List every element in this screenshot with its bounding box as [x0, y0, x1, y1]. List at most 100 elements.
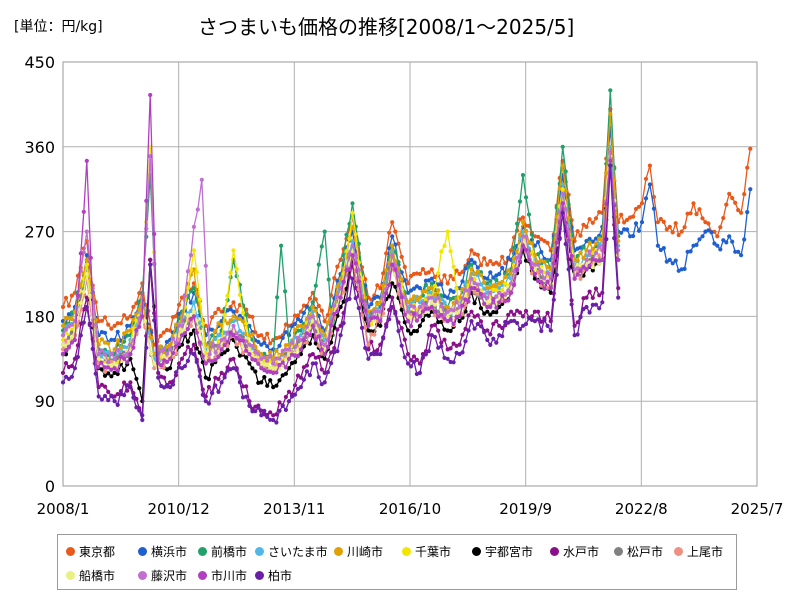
data-point [366, 356, 371, 361]
data-point [551, 297, 556, 302]
data-point [432, 298, 438, 304]
data-point [442, 312, 447, 317]
data-point [194, 359, 199, 365]
data-point [460, 350, 465, 355]
data-point [414, 329, 419, 334]
data-point [697, 237, 702, 242]
data-point [581, 222, 586, 227]
data-point [442, 273, 447, 278]
data-point [280, 348, 285, 353]
data-point [283, 289, 288, 294]
data-point [469, 286, 474, 291]
data-point [244, 312, 249, 317]
data-point [63, 361, 69, 366]
data-point [69, 334, 74, 339]
data-point [448, 328, 453, 334]
data-point [197, 297, 202, 302]
data-point [526, 212, 532, 217]
data-point [442, 337, 447, 342]
data-point [405, 319, 411, 324]
data-point [584, 267, 589, 272]
data-point [213, 375, 218, 380]
data-point [90, 346, 95, 351]
data-point [168, 328, 173, 333]
data-point [271, 366, 276, 371]
data-point [721, 238, 726, 243]
data-point [432, 309, 438, 314]
data-point [173, 314, 179, 319]
data-point [81, 209, 86, 214]
data-point [164, 344, 169, 349]
data-point [148, 154, 153, 159]
data-point [494, 294, 499, 299]
legend-marker [614, 547, 623, 556]
data-point [439, 344, 444, 349]
data-point [724, 202, 729, 207]
data-point [118, 354, 123, 359]
data-point [244, 384, 249, 389]
data-point [128, 352, 133, 357]
data-point [709, 230, 714, 235]
data-point [231, 314, 236, 319]
data-point [289, 324, 295, 329]
data-point [228, 307, 233, 312]
data-point [329, 361, 334, 366]
data-point [500, 288, 505, 293]
data-point [575, 332, 580, 337]
data-point [463, 297, 468, 302]
data-point [539, 269, 544, 274]
data-point [466, 288, 471, 293]
data-point [109, 367, 114, 372]
legend-label: さいたま市 [268, 545, 328, 559]
data-point [350, 238, 355, 244]
data-point [575, 272, 580, 277]
legend-marker [472, 547, 481, 556]
legend-marker [334, 547, 343, 556]
data-point [112, 337, 117, 343]
data-point [411, 354, 417, 359]
data-point [724, 240, 729, 245]
data-point [494, 305, 499, 310]
legend-item: 柏市 [255, 567, 292, 584]
data-point [442, 316, 447, 321]
data-point [194, 318, 199, 323]
data-point [408, 324, 414, 329]
data-point [152, 318, 157, 323]
data-point [417, 295, 422, 300]
data-point [338, 276, 343, 281]
data-point [727, 234, 732, 239]
data-point [375, 351, 380, 357]
chart-title: さつまいも価格の推移[2008/1～2025/5] [198, 15, 575, 39]
data-point [369, 351, 374, 357]
data-point [112, 366, 117, 371]
data-point [402, 264, 407, 270]
data-point [542, 238, 547, 244]
y-tick-label: 360 [24, 138, 55, 157]
data-point [608, 88, 613, 93]
data-point [590, 220, 595, 225]
data-point [718, 247, 723, 252]
data-point [488, 259, 493, 264]
legend-item: 東京都 [66, 543, 115, 560]
data-point [584, 257, 589, 262]
data-point [313, 297, 318, 302]
data-point [106, 359, 111, 365]
data-point [72, 366, 77, 371]
data-point [509, 248, 514, 253]
data-point [152, 366, 157, 371]
data-point [432, 274, 438, 280]
data-point [387, 282, 392, 288]
data-point [551, 261, 556, 266]
data-point [197, 350, 202, 355]
data-point [563, 206, 568, 211]
data-point [405, 281, 411, 286]
legend-item: 川崎市 [334, 543, 383, 560]
data-point [191, 309, 196, 314]
legend-marker [138, 547, 147, 556]
data-point [168, 385, 173, 390]
data-point [604, 171, 609, 176]
data-point [353, 276, 358, 281]
data-point [432, 292, 438, 297]
data-point [414, 318, 419, 323]
data-point [639, 201, 645, 206]
